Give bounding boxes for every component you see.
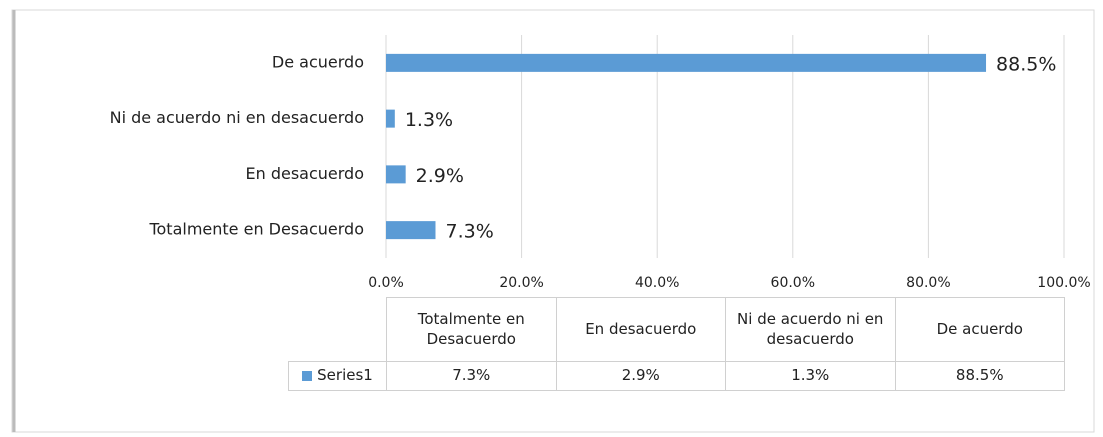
- table-header: En desacuerdo: [555, 297, 726, 362]
- x-tick-label: 40.0%: [635, 275, 679, 291]
- table-value: 2.9%: [555, 361, 726, 391]
- table-legend: Series1: [288, 361, 387, 391]
- y-tick-label: En desacuerdo: [246, 164, 365, 183]
- bar: [386, 165, 406, 184]
- x-tick-label: 100.0%: [1037, 275, 1090, 291]
- data-label: 1.3%: [405, 109, 453, 131]
- bar: [386, 53, 987, 72]
- data-label: 88.5%: [996, 53, 1056, 75]
- chart-border: [11, 9, 1095, 433]
- table-value: 88.5%: [894, 361, 1065, 391]
- legend-swatch: [302, 371, 313, 381]
- table-header: De acuerdo: [894, 297, 1065, 362]
- data-label: 7.3%: [445, 221, 493, 243]
- bar: [386, 109, 395, 128]
- y-tick-label: Totalmente en Desacuerdo: [148, 220, 364, 239]
- x-tick-label: 60.0%: [771, 275, 815, 291]
- y-tick-label: Ni de acuerdo ni en desacuerdo: [110, 108, 364, 127]
- table-value: 1.3%: [725, 361, 896, 391]
- x-tick-label: 0.0%: [368, 275, 404, 291]
- bar: [386, 221, 436, 240]
- table-value: 7.3%: [386, 361, 557, 391]
- x-tick-label: 80.0%: [906, 275, 950, 291]
- legend-label: Series1: [317, 366, 373, 385]
- data-label: 2.9%: [416, 165, 464, 187]
- y-tick-label: De acuerdo: [272, 52, 364, 71]
- x-tick-label: 20.0%: [499, 275, 543, 291]
- table-header: Totalmente en Desacuerdo: [386, 297, 557, 362]
- table-header: Ni de acuerdo ni en desacuerdo: [725, 297, 896, 362]
